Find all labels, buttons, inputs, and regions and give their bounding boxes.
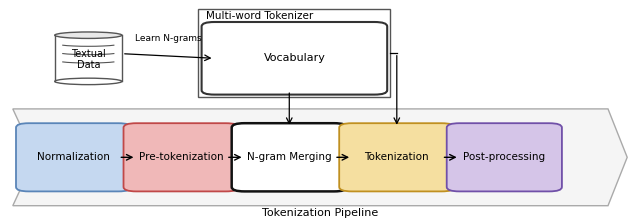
Text: Normalization: Normalization (37, 152, 110, 162)
FancyBboxPatch shape (232, 123, 347, 191)
Text: Tokenization Pipeline: Tokenization Pipeline (262, 208, 378, 218)
Text: N-gram Merging: N-gram Merging (247, 152, 332, 162)
Text: Textual
Data: Textual Data (71, 49, 106, 70)
Ellipse shape (55, 32, 122, 38)
FancyBboxPatch shape (124, 123, 239, 191)
Ellipse shape (55, 78, 122, 85)
FancyBboxPatch shape (16, 123, 131, 191)
Text: Tokenization: Tokenization (365, 152, 429, 162)
FancyBboxPatch shape (198, 9, 390, 97)
Text: Post-processing: Post-processing (463, 152, 545, 162)
Text: Vocabulary: Vocabulary (264, 53, 325, 63)
FancyBboxPatch shape (447, 123, 562, 191)
Text: Learn N-grams: Learn N-grams (135, 34, 202, 43)
FancyBboxPatch shape (202, 22, 387, 95)
Polygon shape (13, 109, 627, 206)
Text: Multi-word Tokenizer: Multi-word Tokenizer (206, 11, 314, 21)
Bar (55, 35, 122, 81)
Text: Pre-tokenization: Pre-tokenization (139, 152, 223, 162)
FancyBboxPatch shape (339, 123, 454, 191)
